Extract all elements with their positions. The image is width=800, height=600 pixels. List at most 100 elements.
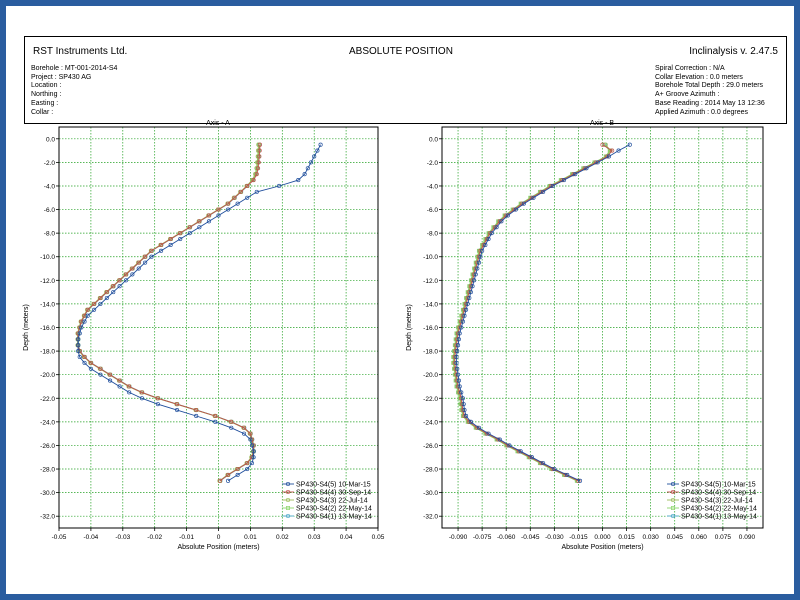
data-point — [226, 478, 231, 483]
data-point — [168, 236, 173, 242]
series-line — [77, 144, 260, 482]
x-tick-label: -0.045 — [521, 534, 540, 541]
data-point — [85, 313, 90, 318]
data-point — [77, 354, 82, 360]
data-point — [257, 142, 263, 147]
data-point — [249, 443, 255, 448]
data-point — [111, 284, 116, 289]
x-tick-label: 0.015 — [618, 534, 635, 541]
data-point — [76, 343, 81, 348]
data-point — [213, 413, 218, 419]
y-tick-label: 0.0 — [429, 136, 438, 143]
report-page: RST Instruments Ltd. ABSOLUTE POSITION I… — [6, 6, 794, 594]
y-tick-label: -18.0 — [40, 349, 55, 356]
legend-label: SP430-S4(3) 22-Jul-14 — [681, 498, 753, 505]
y-axis-label: Depth (meters) — [406, 304, 413, 351]
data-point — [251, 178, 256, 183]
x-axis-label: Absolute Position (meters) — [177, 544, 259, 551]
y-tick-label: -4.0 — [44, 183, 56, 190]
data-point — [130, 272, 135, 277]
data-point — [464, 307, 469, 312]
data-point — [455, 343, 461, 348]
data-point — [576, 478, 581, 483]
data-point — [318, 142, 323, 147]
borehole-depth-field: Borehole Total Depth : 29.0 meters — [655, 82, 764, 90]
data-point — [98, 366, 103, 371]
data-point — [457, 384, 462, 389]
data-point — [248, 437, 253, 442]
data-point — [98, 295, 103, 301]
data-point — [82, 319, 87, 324]
data-point — [256, 142, 261, 147]
data-point — [77, 331, 82, 336]
data-point — [602, 142, 607, 147]
chart-title: Axis - B — [590, 120, 614, 127]
data-point — [521, 201, 526, 206]
data-point — [216, 213, 221, 218]
y-axis-label: Depth (meters) — [23, 304, 30, 351]
data-point — [245, 195, 250, 200]
data-point — [610, 148, 615, 153]
report-header: RST Instruments Ltd. ABSOLUTE POSITION I… — [24, 36, 787, 124]
data-point — [98, 301, 103, 306]
data-point — [229, 419, 234, 424]
x-tick-label: 0.045 — [667, 534, 684, 541]
data-point — [76, 337, 81, 342]
data-point — [464, 413, 469, 419]
x-tick-label: -0.02 — [147, 534, 162, 541]
data-point — [159, 242, 164, 247]
series-5 — [76, 142, 262, 483]
data-point — [241, 431, 247, 436]
series-5 — [451, 142, 613, 483]
legend-label: SP430-S4(2) 22-May-14 — [681, 506, 757, 513]
y-tick-label: -24.0 — [423, 419, 438, 426]
data-point — [92, 307, 97, 312]
x-tick-label: -0.05 — [52, 534, 67, 541]
data-point — [197, 225, 202, 230]
data-point — [256, 166, 261, 171]
data-point — [489, 231, 494, 236]
data-point — [483, 242, 488, 247]
company-name: RST Instruments Ltd. — [33, 46, 128, 57]
data-point — [462, 313, 467, 318]
data-point — [216, 207, 221, 212]
data-point — [245, 466, 250, 472]
data-point — [254, 189, 259, 194]
data-point — [143, 260, 148, 265]
data-point — [194, 408, 199, 413]
legend-label: SP430-S4(3) 22-Jul-14 — [296, 498, 368, 505]
data-point — [123, 272, 129, 277]
data-point — [111, 290, 116, 295]
data-point — [478, 254, 483, 259]
data-point — [460, 319, 465, 324]
data-point — [507, 443, 512, 448]
data-point — [92, 301, 97, 306]
y-tick-label: 0.0 — [46, 136, 55, 143]
legend-marker — [285, 497, 291, 503]
data-point — [82, 360, 87, 365]
y-tick-label: -10.0 — [40, 254, 55, 261]
data-point — [117, 378, 122, 383]
data-point — [248, 431, 253, 436]
data-point — [616, 148, 621, 153]
data-point — [468, 290, 473, 295]
series-line — [77, 144, 321, 482]
data-point — [235, 472, 240, 477]
series-line — [453, 144, 612, 482]
y-tick-label: -20.0 — [423, 372, 438, 379]
data-point — [302, 172, 307, 177]
data-point — [123, 278, 129, 283]
x-tick-label: -0.015 — [569, 534, 588, 541]
x-tick-label: 0.05 — [372, 534, 385, 541]
data-point — [82, 354, 87, 360]
x-tick-label: -0.01 — [179, 534, 194, 541]
x-tick-label: 0.090 — [739, 534, 756, 541]
legend-marker — [285, 489, 291, 495]
y-tick-label: -26.0 — [423, 443, 438, 450]
collar-elevation-field: Collar Elevation : 0.0 meters — [655, 73, 743, 81]
y-tick-label: -6.0 — [427, 207, 439, 214]
data-point — [79, 325, 84, 330]
legend-label: SP430-S4(4) 30-Sep-14 — [296, 490, 371, 497]
y-tick-label: -8.0 — [427, 231, 439, 238]
